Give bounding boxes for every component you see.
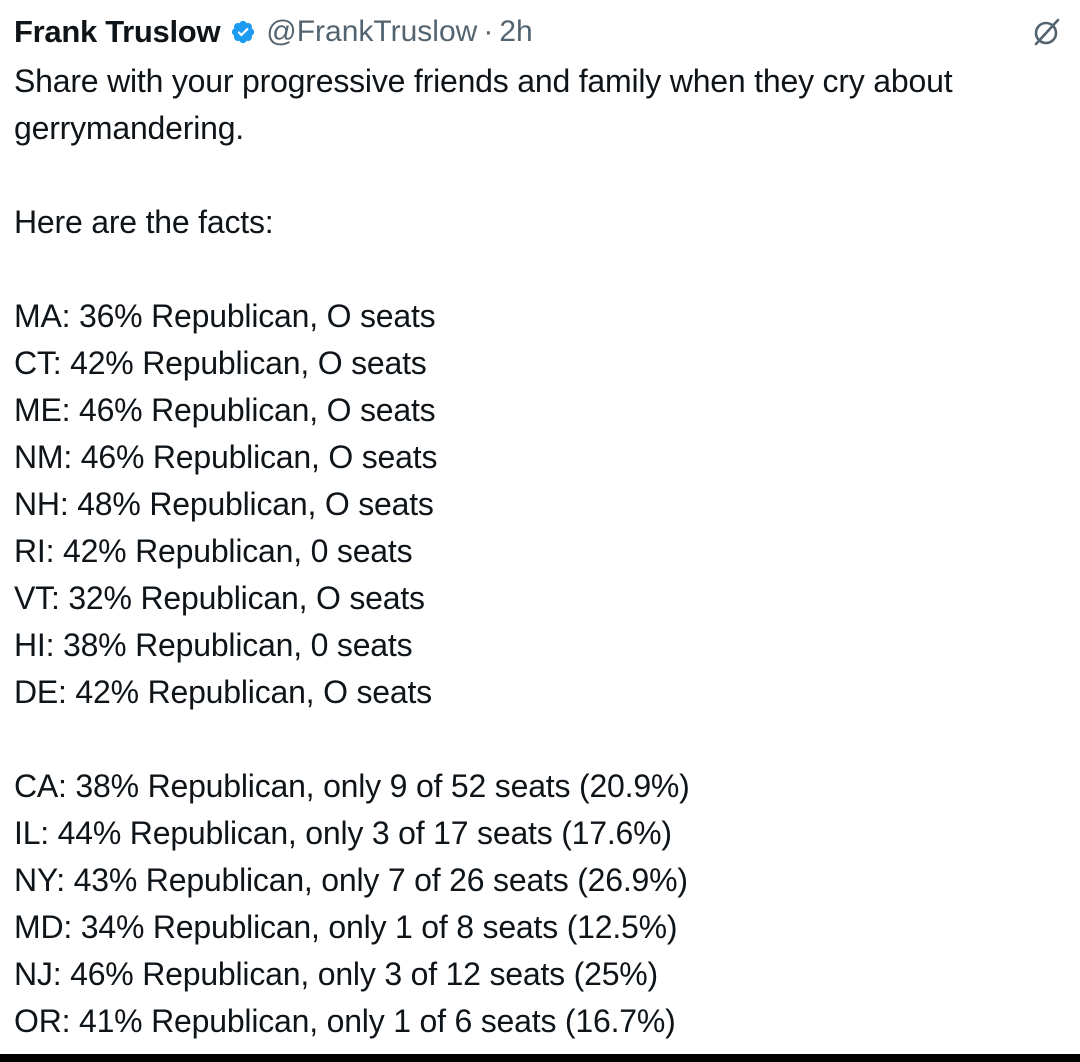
tweet-text: Share with your progressive friends and … <box>14 58 1066 1045</box>
state-line: ME: 46% Republican, O seats <box>14 392 436 428</box>
timestamp[interactable]: 2h <box>499 15 533 48</box>
state-line: DE: 42% Republican, O seats <box>14 674 432 710</box>
state-line: OR: 41% Republican, only 1 of 6 seats (1… <box>14 1003 676 1039</box>
state-line: NH: 48% Republican, O seats <box>14 486 434 522</box>
dot-separator: · <box>483 15 494 48</box>
bottom-edge-bar <box>0 1054 1080 1062</box>
state-line: NJ: 46% Republican, only 3 of 12 seats (… <box>14 956 658 992</box>
state-line: CT: 42% Republican, O seats <box>14 345 427 381</box>
facts-header: Here are the facts: <box>14 204 274 240</box>
state-line: IL: 44% Republican, only 3 of 17 seats (… <box>14 815 672 851</box>
grok-icon[interactable] <box>1030 16 1062 48</box>
state-line: MA: 36% Republican, O seats <box>14 298 436 334</box>
author-handle[interactable]: @FrankTruslow <box>266 15 478 48</box>
state-line: NY: 43% Republican, only 7 of 26 seats (… <box>14 862 688 898</box>
author-name[interactable]: Frank Truslow <box>14 14 221 49</box>
intro-line: gerrymandering. <box>14 110 245 146</box>
state-line: HI: 38% Republican, 0 seats <box>14 627 413 663</box>
state-line: CA: 38% Republican, only 9 of 52 seats (… <box>14 768 690 804</box>
state-line: VT: 32% Republican, O seats <box>14 580 425 616</box>
tweet-header: Frank Truslow @FrankTruslow · 2h <box>14 10 1066 54</box>
verified-badge-icon[interactable] <box>230 19 256 45</box>
state-line: RI: 42% Republican, 0 seats <box>14 533 413 569</box>
state-line: NM: 46% Republican, O seats <box>14 439 438 475</box>
state-line: MD: 34% Republican, only 1 of 8 seats (1… <box>14 909 678 945</box>
intro-line: Share with your progressive friends and … <box>14 63 953 99</box>
